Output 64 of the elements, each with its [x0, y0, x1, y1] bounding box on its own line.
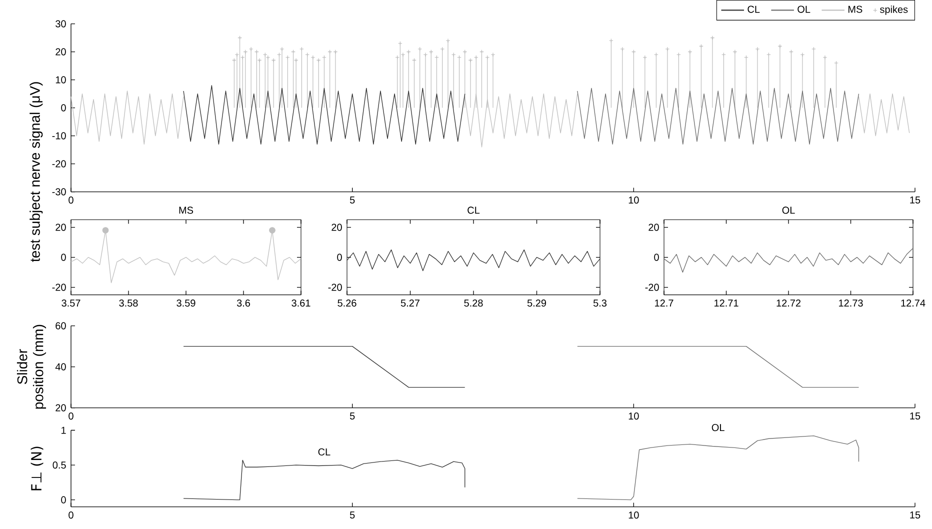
x-tick-label: 0 — [68, 412, 74, 420]
x-tick-label: 15 — [910, 512, 920, 519]
x-tick-label: 0 — [68, 196, 74, 204]
x-tick-label: 12.73 — [838, 300, 863, 307]
y-tick-label: 0 — [61, 104, 66, 112]
y-tick-label: -30 — [52, 188, 66, 196]
y-tick-label: -20 — [52, 160, 66, 168]
x-tick-label: 5.27 — [400, 300, 420, 307]
y-axis-title: test subject nerve signal (μV) — [30, 82, 43, 262]
y-tick-label: 0.5 — [52, 462, 66, 469]
chart-title: MS — [179, 206, 194, 214]
y-tick-label: 60 — [56, 322, 66, 330]
x-tick-label: 12.74 — [901, 300, 926, 307]
x-tick-label: 3.58 — [119, 300, 138, 307]
y-axis-title: Slider position (mm) — [16, 325, 46, 409]
line-series — [183, 460, 466, 500]
y-tick-label: -20 — [328, 284, 342, 291]
x-tick-label: 5.29 — [527, 300, 546, 307]
y-tick-label: -20 — [645, 284, 659, 291]
y-tick-label: 10 — [56, 76, 66, 84]
x-tick-label: 5 — [350, 196, 355, 204]
legend-label: OL — [798, 6, 810, 13]
x-tick-label: 12.7 — [655, 300, 674, 307]
y-tick-label: 40 — [55, 363, 66, 370]
x-tick-label: 12.71 — [714, 300, 738, 307]
y-tick-label: 30 — [56, 20, 66, 28]
y-tick-label: 20 — [648, 224, 659, 231]
y-axis-title: F⊥ (N) — [30, 446, 44, 490]
y-tick-label: 20 — [56, 224, 66, 231]
y-tick-label: 20 — [56, 404, 66, 412]
y-tick-label: 0 — [61, 496, 66, 504]
x-tick-label: 10 — [628, 196, 639, 204]
x-tick-label: 10 — [628, 412, 639, 420]
x-tick-label: 5.26 — [338, 300, 356, 307]
x-tick-label: 5.3 — [593, 300, 607, 307]
y-tick-label: -20 — [52, 284, 66, 291]
x-tick-label: 5.28 — [464, 300, 483, 307]
chart-title: OL — [782, 206, 795, 214]
x-tick-label: 10 — [628, 512, 639, 519]
x-tick-label: 3.59 — [176, 300, 196, 307]
annotation: OL — [712, 424, 724, 432]
x-tick-label: 3.6 — [236, 300, 250, 307]
annotation: CL — [318, 448, 330, 456]
legend-label: CL — [748, 6, 760, 13]
x-tick-label: 5 — [350, 512, 355, 519]
x-tick-label: 0 — [68, 512, 74, 519]
line-series — [346, 250, 600, 272]
y-tick-label: 0 — [337, 254, 342, 261]
chart-title: CL — [468, 206, 480, 214]
legend-label: spikes — [880, 6, 908, 16]
x-tick-label: 3.61 — [292, 300, 310, 307]
y-tick-label: 20 — [332, 224, 342, 231]
legend-label: MS — [848, 6, 862, 13]
y-tick-label: -10 — [52, 132, 66, 140]
y-tick-label: 0 — [654, 254, 659, 261]
x-tick-label: 3.57 — [62, 300, 80, 307]
y-tick-label: 0 — [61, 254, 66, 261]
y-tick-label: 20 — [56, 48, 66, 56]
x-tick-label: 15 — [910, 196, 920, 204]
y-tick-label: 1 — [61, 426, 66, 434]
x-tick-label: 5 — [350, 412, 355, 420]
x-tick-label: 12.72 — [776, 300, 801, 307]
line-series — [664, 248, 914, 273]
x-tick-label: 15 — [910, 412, 920, 420]
